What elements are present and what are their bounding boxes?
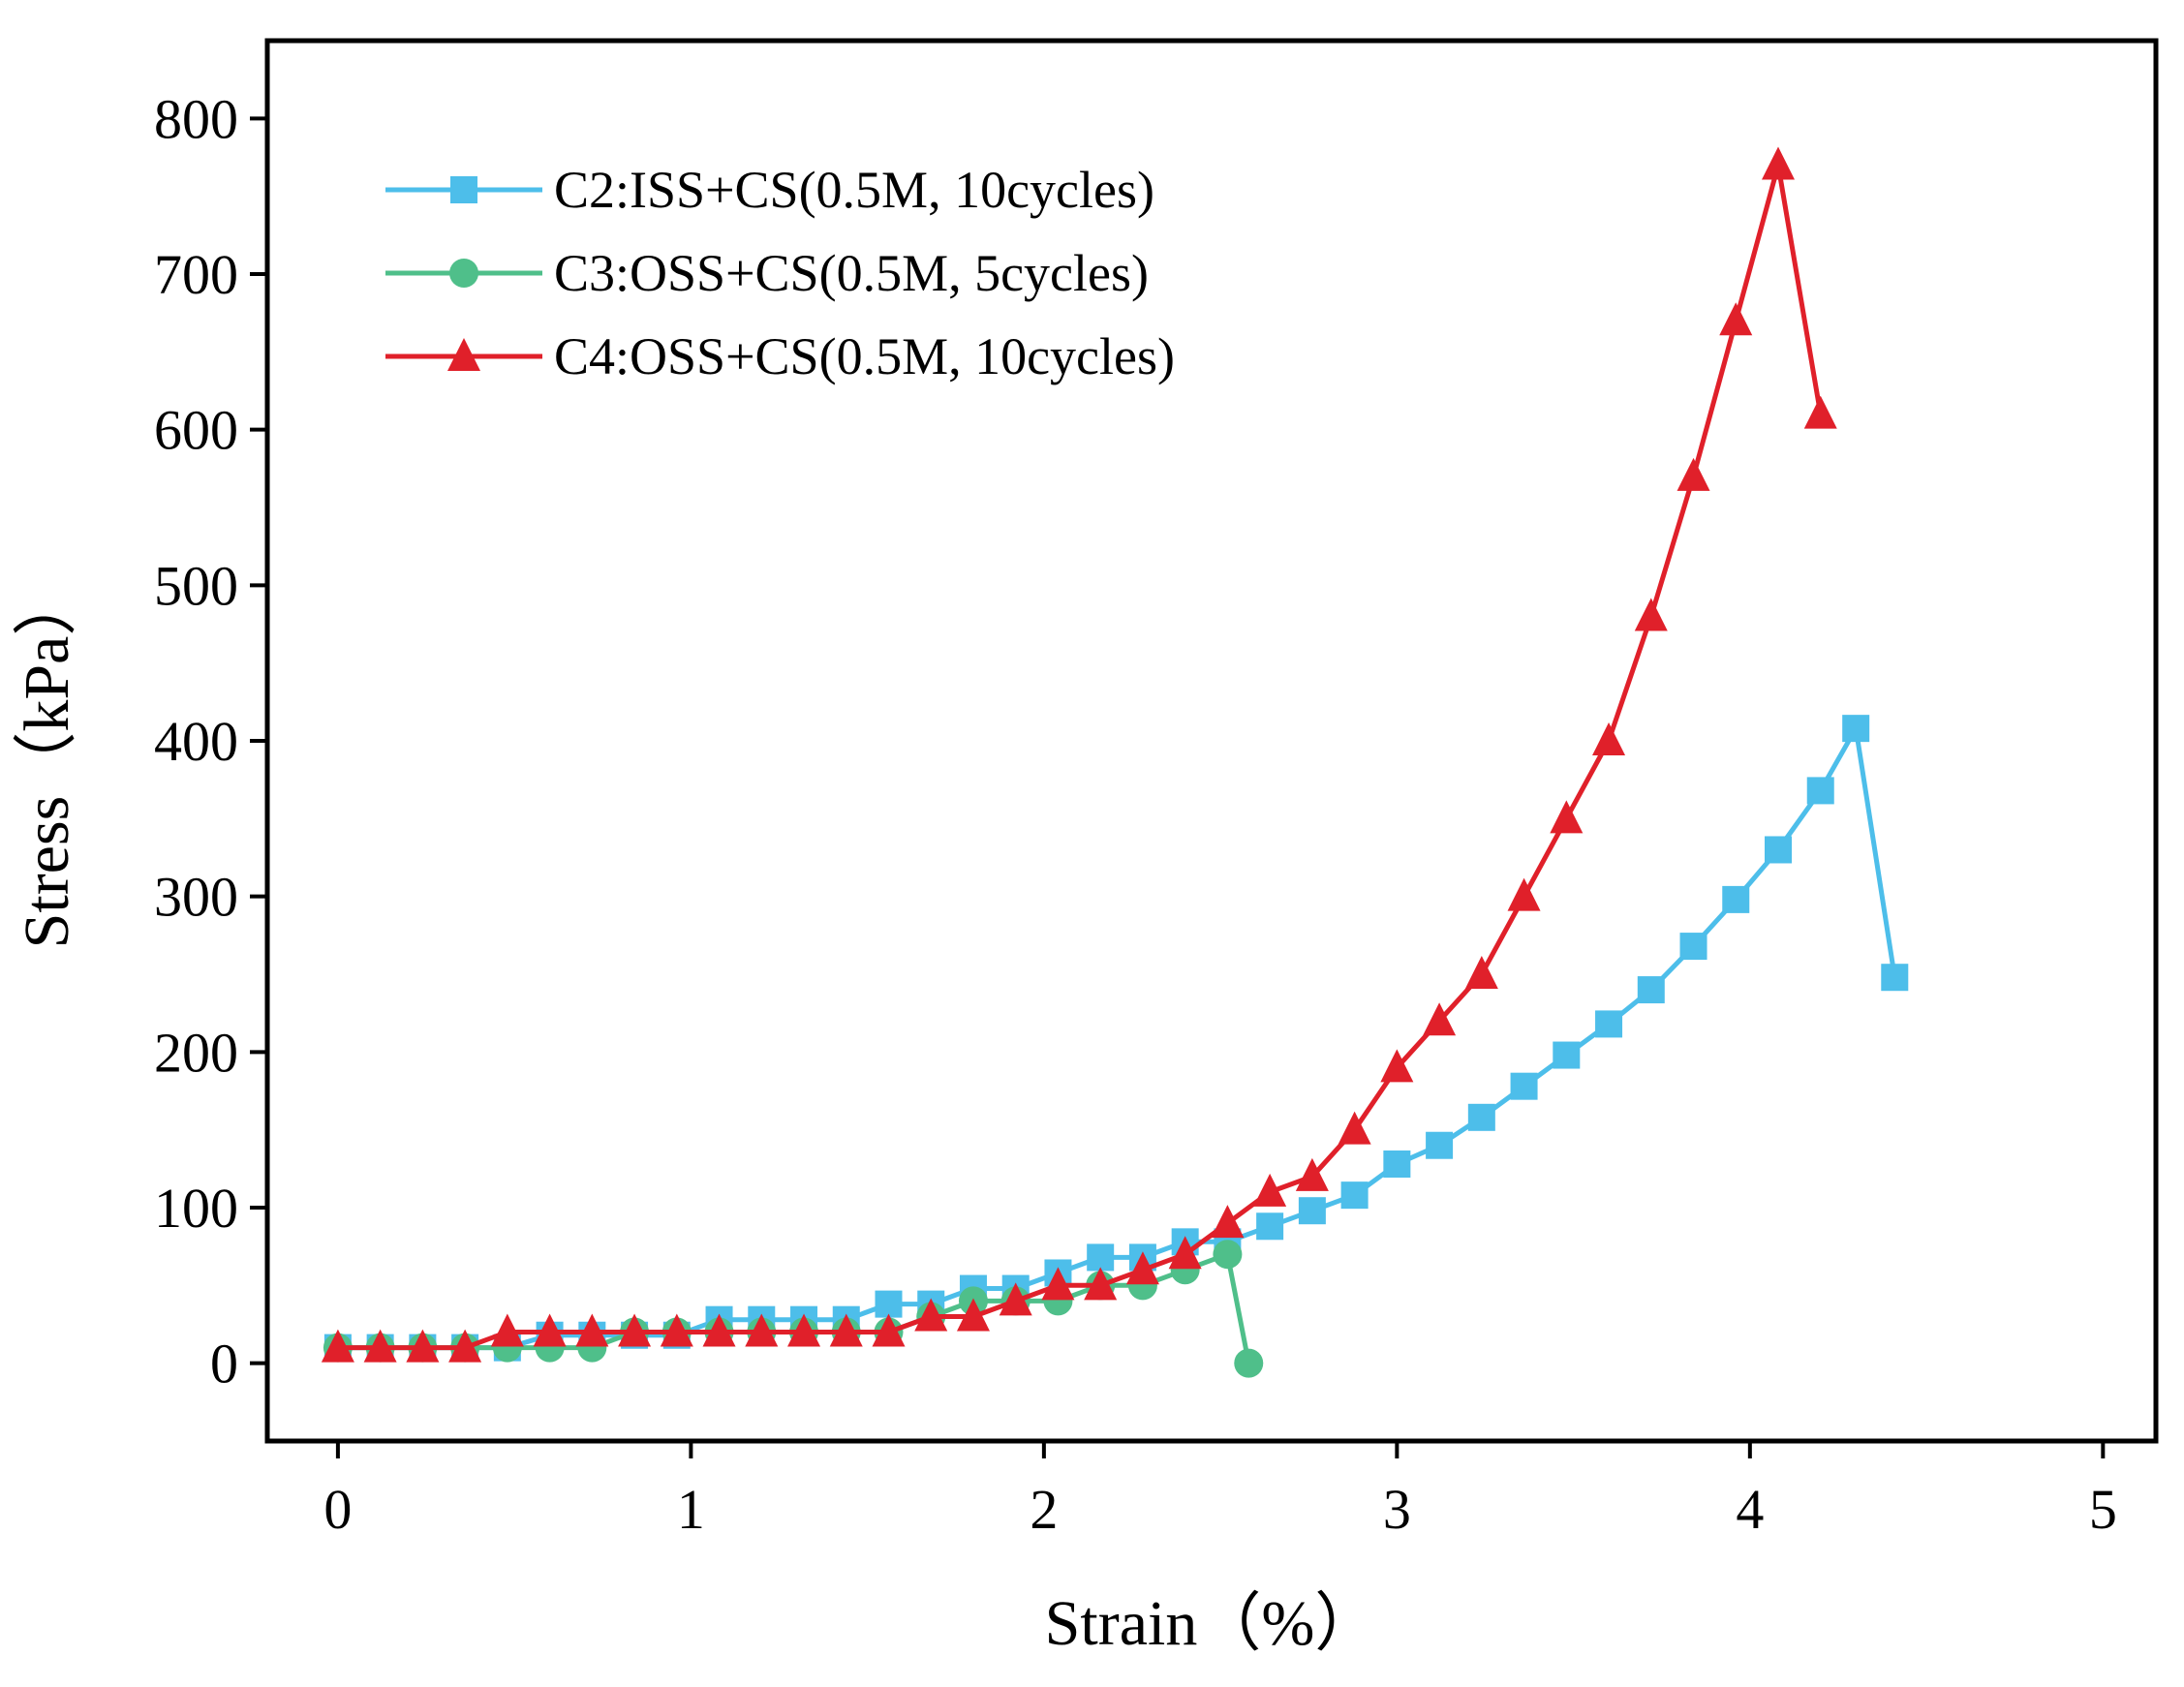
data-point: [1211, 1205, 1245, 1239]
data-point: [660, 1313, 693, 1347]
data-point: [1842, 715, 1870, 743]
legend-item: C2:ISS+CS(0.5M, 10cycles): [385, 161, 1154, 219]
y-tick-label: 700: [154, 243, 238, 306]
data-point: [1637, 976, 1665, 1004]
data-point: [914, 1298, 948, 1332]
data-point: [1634, 598, 1668, 631]
y-tick-label: 0: [210, 1333, 238, 1396]
data-point: [533, 1313, 567, 1347]
x-axis-title: Strain（%）: [1045, 1588, 1379, 1659]
data-point: [702, 1313, 736, 1347]
y-tick-label: 100: [154, 1177, 238, 1240]
data-point: [406, 1329, 440, 1363]
data-point: [1125, 1251, 1159, 1285]
data-point: [999, 1282, 1032, 1316]
data-point: [956, 1298, 990, 1332]
y-axis: 0 100 200 300 400 500 600 700 800: [154, 87, 267, 1396]
data-point: [1338, 1111, 1371, 1145]
data-point: [575, 1313, 609, 1347]
y-tick-label: 300: [154, 866, 238, 929]
data-point: [1383, 1150, 1411, 1179]
data-point: [1041, 1267, 1075, 1301]
x-tick-label: 1: [677, 1478, 705, 1541]
legend-marker: [449, 259, 478, 288]
data-point: [787, 1313, 821, 1347]
legend-label: C4:OSS+CS(0.5M, 10cycles): [554, 327, 1175, 385]
data-point: [1676, 457, 1710, 491]
data-point: [1464, 956, 1498, 989]
data-point: [1765, 836, 1792, 864]
data-point: [829, 1313, 863, 1347]
x-tick-label: 2: [1030, 1478, 1058, 1541]
y-axis-title: Stress（kPa）: [12, 572, 82, 949]
data-point: [1803, 395, 1837, 429]
legend-item: C3:OSS+CS(0.5M, 5cycles): [385, 244, 1149, 302]
x-tick-label: 5: [2089, 1478, 2117, 1541]
data-point: [1084, 1267, 1118, 1301]
data-point: [1423, 1002, 1457, 1036]
data-point: [1679, 933, 1707, 961]
x-tick-label: 0: [323, 1478, 352, 1541]
data-point: [745, 1313, 779, 1347]
data-point: [1762, 146, 1795, 180]
data-point: [1595, 1010, 1623, 1038]
plot-content: [321, 146, 1909, 1378]
data-point: [872, 1313, 906, 1347]
data-point: [1380, 1049, 1414, 1083]
data-point: [618, 1313, 652, 1347]
y-tick-label: 200: [154, 1021, 238, 1084]
x-tick-label: 3: [1383, 1478, 1411, 1541]
legend-item: C4:OSS+CS(0.5M, 10cycles): [385, 327, 1175, 385]
legend-marker: [447, 338, 480, 371]
data-point: [1295, 1157, 1329, 1191]
data-point: [1881, 964, 1909, 992]
data-point: [321, 1329, 354, 1363]
y-tick-label: 400: [154, 710, 238, 773]
y-tick-label: 800: [154, 87, 238, 150]
data-point: [490, 1313, 524, 1347]
series-line: [337, 725, 1897, 1351]
data-point: [1298, 1197, 1326, 1225]
y-tick-label: 500: [154, 554, 238, 617]
data-point: [1553, 1041, 1581, 1069]
data-point: [1719, 302, 1753, 336]
data-point: [1806, 777, 1834, 805]
x-tick-label: 4: [1736, 1478, 1764, 1541]
data-point: [448, 1329, 482, 1363]
data-point: [1592, 722, 1626, 755]
data-point: [1507, 877, 1541, 911]
data-point: [1467, 1103, 1495, 1131]
data-point: [1722, 885, 1750, 913]
x-axis: 0 1 2 3 4 5: [323, 1441, 2117, 1541]
series-3: [321, 146, 1837, 1363]
y-tick-label: 600: [154, 399, 238, 462]
data-point: [1340, 1181, 1369, 1210]
legend-label: C3:OSS+CS(0.5M, 5cycles): [554, 244, 1149, 302]
data-point: [1168, 1236, 1202, 1270]
data-point: [1087, 1243, 1115, 1272]
data-point: [1234, 1348, 1264, 1378]
data-point: [1213, 1240, 1243, 1270]
legend-label: C2:ISS+CS(0.5M, 10cycles): [554, 161, 1154, 219]
data-point: [875, 1290, 903, 1318]
data-point: [1256, 1212, 1284, 1241]
legend-marker: [450, 176, 477, 203]
data-point: [363, 1329, 397, 1363]
series-1: [323, 715, 1909, 1362]
data-point: [1426, 1131, 1454, 1159]
data-point: [1550, 800, 1584, 834]
plot-frame: [264, 38, 2159, 1444]
data-point: [1253, 1173, 1287, 1207]
data-point: [1510, 1072, 1538, 1100]
legend: C2:ISS+CS(0.5M, 10cycles) C3:OSS+CS(0.5M,…: [385, 161, 1175, 385]
